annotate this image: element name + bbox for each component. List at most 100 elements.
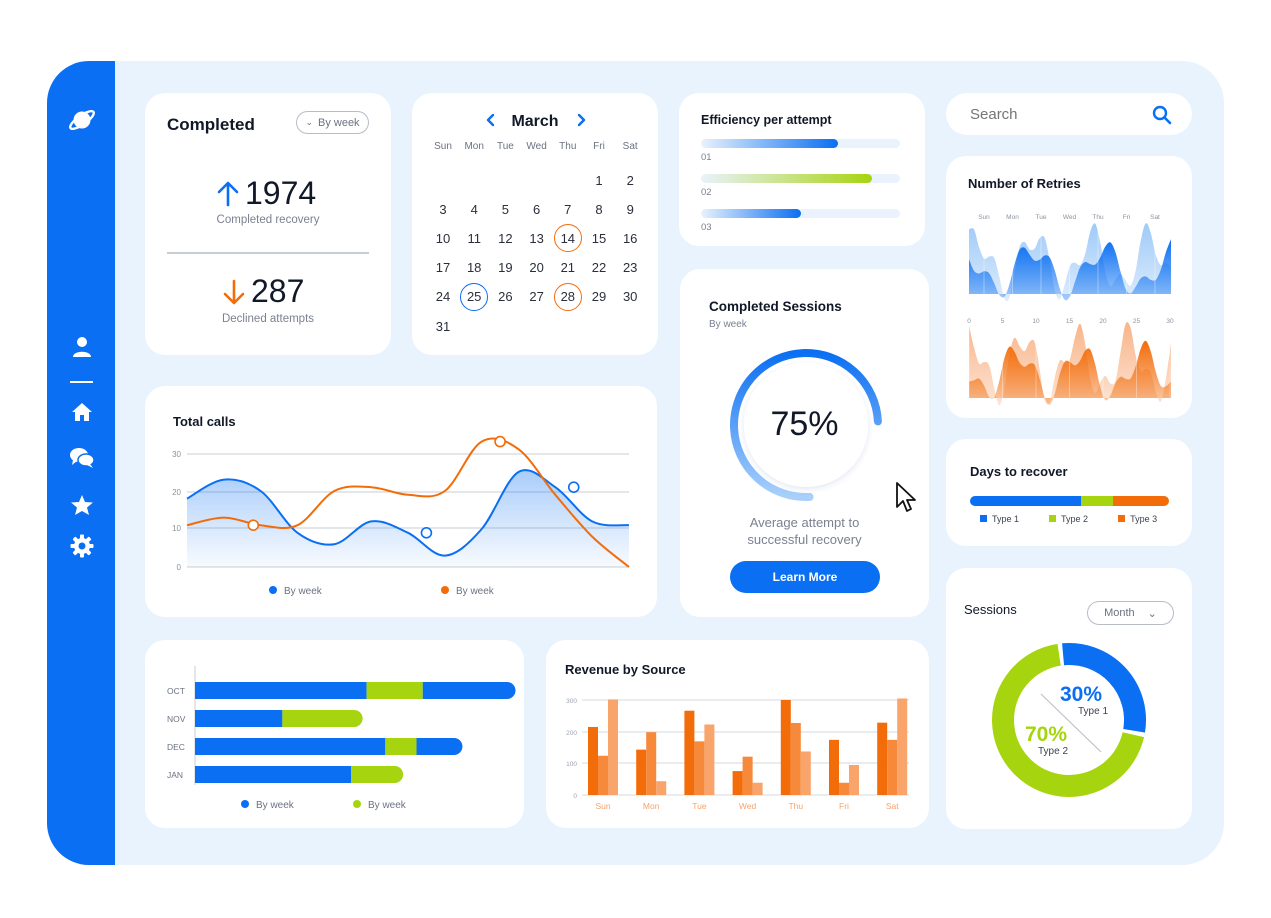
calendar-day[interactable]: 16 — [622, 230, 638, 246]
calendar-day[interactable]: 7 — [564, 201, 572, 217]
chat-icon[interactable] — [69, 445, 95, 471]
donut-slice[interactable] — [1062, 643, 1146, 733]
calendar-day[interactable]: 8 — [595, 201, 603, 217]
revenue-bar[interactable] — [887, 739, 898, 795]
calls-data-point[interactable] — [567, 481, 580, 493]
revenue-x-tick: Wed — [739, 801, 757, 811]
months-bar-segment[interactable] — [195, 738, 386, 755]
revenue-card: Revenue by Source 300 200 100 0 Sun Mon Tue Wed… — [546, 640, 929, 828]
months-bar-segment[interactable] — [366, 682, 423, 699]
calendar-day[interactable]: 30 — [622, 289, 638, 305]
calendar-day[interactable]: 10 — [435, 230, 451, 246]
calendar-day[interactable]: 13 — [529, 230, 544, 246]
revenue-bar[interactable] — [780, 700, 791, 795]
sessions-gauge-title: Completed Sessions — [709, 299, 842, 314]
calendar-day[interactable]: 22 — [591, 260, 607, 276]
search-icon[interactable] — [1152, 105, 1172, 125]
revenue-bar[interactable] — [684, 710, 695, 795]
calendar-day[interactable]: 19 — [498, 260, 513, 276]
calendar-day[interactable]: 26 — [498, 289, 513, 305]
learn-more-button[interactable]: Learn More — [730, 561, 880, 593]
months-bar-segment[interactable] — [195, 710, 283, 727]
revenue-bar[interactable] — [849, 764, 859, 795]
revenue-bar[interactable] — [588, 726, 598, 795]
calendar-day[interactable]: 31 — [435, 318, 451, 334]
calendar-day[interactable]: 15 — [591, 230, 607, 246]
days-to-recover-card: Days to recover Type 1 Type 2 Type 3 — [946, 439, 1192, 546]
sessions-filter-dropdown[interactable]: Month ⌄ — [1087, 601, 1174, 625]
calendar-day[interactable]: 3 — [439, 201, 447, 217]
next-month-icon[interactable] — [577, 113, 587, 132]
legend-dot — [241, 800, 249, 808]
calendar-day[interactable]: 1 — [595, 172, 603, 188]
calendar-day[interactable]: 11 — [467, 230, 481, 246]
revenue-bar[interactable] — [752, 782, 763, 795]
star-icon[interactable] — [69, 492, 95, 518]
days-to-recover-legend-item: Type 3 — [1118, 514, 1157, 524]
efficiency-bar-label: 02 — [701, 187, 712, 198]
type2-label: Type 2 — [1038, 746, 1069, 757]
search-input[interactable] — [970, 102, 1150, 126]
sessions-gauge-subtitle: By week — [709, 319, 747, 330]
calls-data-point[interactable] — [420, 527, 433, 539]
legend-square — [1049, 515, 1057, 522]
calendar-day[interactable]: 4 — [470, 201, 478, 217]
home-icon[interactable] — [69, 399, 95, 425]
efficiency-bar-fill — [701, 209, 801, 218]
calendar-day[interactable]: 18 — [466, 260, 482, 276]
revenue-bar[interactable] — [790, 722, 801, 795]
settings-icon[interactable] — [69, 533, 95, 559]
total-calls-card: Total calls 30 20 10 0 By week By week — [145, 386, 657, 617]
calendar-day[interactable]: 21 — [560, 260, 576, 276]
revenue-bar[interactable] — [897, 698, 908, 795]
months-bar-segment[interactable] — [195, 766, 351, 783]
calendar-day[interactable]: 12 — [498, 230, 513, 246]
calendar-day[interactable]: 14 — [553, 224, 582, 253]
revenue-bar[interactable] — [732, 771, 743, 795]
revenue-bar[interactable] — [608, 699, 618, 795]
months-bar-segment[interactable] — [282, 710, 355, 727]
revenue-bar[interactable] — [839, 782, 849, 795]
donut-slice[interactable] — [992, 643, 1145, 797]
revenue-y-tick: 0 — [573, 793, 577, 800]
calendar-day[interactable]: 27 — [529, 289, 544, 305]
calendar-day[interactable]: 25 — [460, 282, 489, 311]
progress-ring — [730, 349, 882, 501]
months-bar-segment[interactable] — [416, 738, 454, 755]
calendar-day[interactable]: 6 — [532, 201, 541, 217]
retries-card: Number of Retries Sun Mon Tue Wed Thu Fri Sat 0… — [946, 156, 1192, 418]
revenue-x-tick: Sat — [886, 801, 899, 811]
revenue-bar[interactable] — [636, 749, 647, 795]
prev-month-icon[interactable] — [485, 113, 495, 132]
calendar-day[interactable]: 23 — [622, 260, 638, 276]
calendar-day[interactable]: 17 — [435, 260, 451, 276]
calendar-day[interactable]: 5 — [501, 201, 509, 217]
revenue-bar[interactable] — [829, 739, 839, 795]
revenue-bar[interactable] — [704, 724, 715, 795]
user-icon[interactable] — [69, 334, 95, 360]
revenue-bar[interactable] — [877, 722, 888, 795]
calendar-day[interactable]: 28 — [553, 282, 582, 311]
completed-filter-dropdown[interactable]: ⌄ By week — [296, 111, 369, 134]
calendar-day[interactable]: 2 — [626, 172, 634, 188]
calendar-day[interactable]: 24 — [435, 289, 451, 305]
completed-divider — [167, 252, 369, 254]
revenue-bar[interactable] — [742, 756, 753, 795]
revenue-bar[interactable] — [800, 751, 811, 795]
calendar-day[interactable]: 29 — [591, 289, 607, 305]
revenue-bar[interactable] — [656, 781, 667, 795]
months-bar-segment[interactable] — [195, 682, 367, 699]
calls-data-point[interactable] — [247, 519, 260, 531]
months-bar-segment[interactable] — [422, 682, 507, 699]
calendar-day[interactable]: 20 — [529, 260, 544, 276]
calendar-day[interactable]: 9 — [626, 201, 634, 217]
planet-logo-icon[interactable] — [67, 105, 97, 135]
months-bar-segment[interactable] — [351, 766, 395, 783]
calls-data-point[interactable] — [494, 435, 506, 448]
retries-area-charts: Sun Mon Tue Wed Thu Fri Sat 0 5 10 15 20 25 30 — [967, 214, 1174, 406]
revenue-bar[interactable] — [646, 732, 657, 795]
months-bar-segment[interactable] — [385, 738, 417, 755]
revenue-bar[interactable] — [598, 755, 608, 795]
efficiency-bar-track — [701, 174, 900, 183]
revenue-bar[interactable] — [694, 741, 705, 795]
